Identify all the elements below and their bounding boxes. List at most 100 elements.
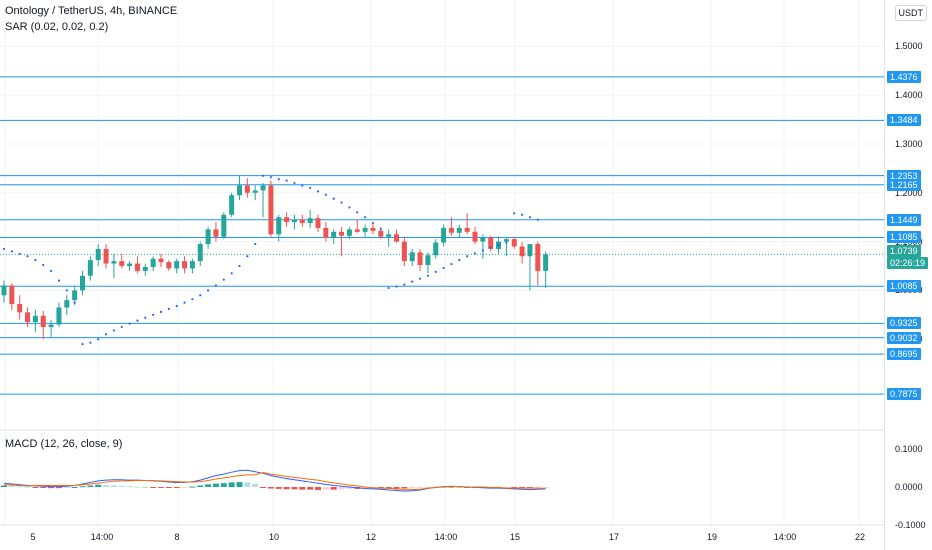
candle-body: [237, 185, 242, 196]
sar-dot: [34, 259, 37, 262]
macd-histogram-bar: [118, 485, 125, 487]
candle-body: [134, 263, 140, 271]
macd-line: [3, 469, 546, 492]
sar-dot: [152, 313, 155, 316]
macd-histogram-bar: [299, 487, 306, 490]
sar-dot: [238, 264, 241, 268]
sar-dot: [254, 242, 257, 246]
macd-histogram-bar: [291, 487, 298, 490]
macd-histogram-bar: [63, 487, 70, 488]
candle-body: [362, 227, 368, 232]
sar-dot: [18, 252, 21, 255]
macd-histogram-bar: [205, 484, 212, 487]
sar-dot: [348, 206, 351, 209]
level-price-label: 1.3484: [887, 114, 921, 127]
bar-countdown-label: 02:26:19: [887, 257, 929, 270]
sar-dot: [214, 284, 218, 287]
candle-body: [331, 231, 337, 238]
candle-body: [268, 185, 274, 235]
candle-body: [346, 229, 352, 236]
price-axis[interactable]: USDT: [884, 0, 932, 550]
sar-dot: [112, 329, 115, 332]
sar-legend[interactable]: SAR (0.02, 0.02, 0.2): [5, 21, 109, 33]
candle-body: [252, 190, 258, 193]
candle-body: [503, 239, 509, 242]
price-tick-label: 1.5000: [895, 41, 923, 52]
macd-histogram-bar: [377, 487, 384, 489]
sar-dot: [167, 307, 170, 311]
candle-body: [142, 266, 148, 271]
level-price-label: 1.0085: [887, 280, 921, 293]
macd-legend[interactable]: MACD (12, 26, close, 9): [5, 438, 123, 450]
time-tick-label: 8: [174, 532, 180, 542]
macd-histogram-bar: [338, 487, 345, 490]
macd-histogram-bar: [228, 482, 235, 487]
sar-dot: [222, 278, 225, 281]
symbol-legend[interactable]: Ontology / TetherUS, 4h, BINANCE: [5, 5, 178, 17]
candle-body: [315, 218, 321, 228]
time-tick-label: 10: [268, 532, 280, 542]
sar-dot: [395, 285, 398, 288]
candle-body: [370, 227, 376, 231]
candle-body: [197, 244, 203, 262]
candle-body: [111, 261, 117, 264]
macd-histogram-bar: [424, 487, 431, 488]
sar-dot: [489, 246, 492, 249]
currency-button[interactable]: USDT: [894, 5, 927, 21]
macd-histogram-bar: [362, 487, 369, 489]
macd-histogram-bar: [244, 482, 251, 487]
candle-body: [205, 229, 211, 245]
macd-histogram-bar: [87, 485, 94, 487]
time-tick-label: 5: [30, 532, 36, 542]
sar-dot: [301, 184, 304, 187]
macd-histogram-bar: [165, 487, 172, 488]
candle-body: [87, 260, 93, 276]
candle-body: [386, 234, 392, 237]
candle-body: [260, 185, 266, 191]
sar-dot: [340, 201, 343, 204]
candle-body: [378, 230, 384, 237]
sar-dot: [57, 279, 61, 282]
time-tick-label: 14:00: [434, 532, 458, 542]
macd-tick-label: 0.1000: [895, 444, 923, 454]
macd-histogram-bar: [322, 487, 329, 490]
sar-dot: [371, 221, 375, 225]
candle-body: [9, 285, 15, 305]
candle-body: [56, 307, 62, 325]
candle-body: [127, 263, 133, 266]
macd-histogram-bar: [197, 485, 204, 487]
candle-body: [64, 300, 70, 308]
macd-histogram-bar: [95, 484, 102, 487]
candle-body: [244, 185, 250, 193]
candle-body: [425, 255, 431, 266]
sar-dot: [97, 338, 100, 341]
candle-body: [323, 227, 329, 238]
candle-body: [229, 195, 235, 215]
candle-body: [464, 227, 470, 232]
sar-dot: [536, 218, 539, 221]
candle-body: [48, 324, 54, 327]
candle-body: [158, 258, 164, 263]
sar-dot: [364, 216, 367, 219]
candle-body: [456, 227, 462, 233]
sar-dot: [89, 341, 92, 344]
macd-histogram-bar: [110, 485, 117, 487]
chart-canvas[interactable]: [0, 0, 884, 550]
time-tick-label: 14:00: [90, 532, 114, 542]
sar-dot: [104, 333, 108, 336]
time-tick-label: 12: [365, 532, 377, 542]
macd-histogram-bar: [275, 487, 282, 489]
macd-histogram-bar: [385, 487, 392, 489]
candle-body: [519, 246, 525, 257]
candle-body: [543, 254, 549, 271]
time-tick-label: 22: [854, 532, 866, 542]
sar-dot: [458, 259, 461, 262]
macd-histogram-bar: [456, 487, 463, 488]
candle-body: [17, 304, 23, 313]
candle-body: [480, 237, 486, 242]
macd-histogram-bar: [409, 487, 416, 489]
candle-body: [276, 217, 282, 235]
sar-dot: [481, 249, 484, 252]
macd-histogram-bar: [173, 487, 180, 488]
level-price-label: 1.1449: [887, 213, 921, 226]
